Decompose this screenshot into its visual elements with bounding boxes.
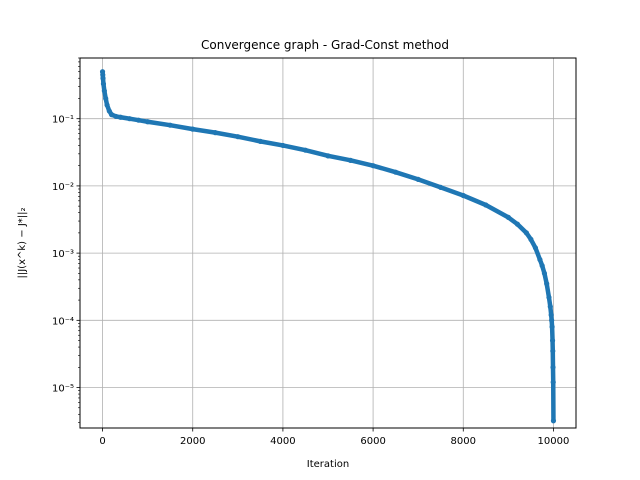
data-point — [539, 263, 545, 269]
grid — [80, 58, 576, 428]
data-point — [108, 112, 115, 118]
data-point — [127, 116, 133, 122]
data-point — [257, 138, 263, 144]
chart-title: Convergence graph - Grad-Const method — [201, 38, 449, 52]
data-point — [532, 245, 539, 251]
data-point — [549, 324, 555, 330]
data-point — [235, 134, 241, 140]
data-point — [460, 192, 466, 199]
data-point — [547, 304, 553, 310]
data-point — [550, 379, 556, 385]
x-axis-label: Iteration — [307, 459, 349, 470]
y-axis: 10⁻⁵ 10⁻⁴ 10⁻³ 10⁻² 10⁻¹ — [52, 57, 80, 423]
y-tick-label: 10⁻² — [52, 182, 74, 193]
data-point — [505, 214, 511, 220]
data-point — [280, 142, 286, 149]
y-tick-label: 10⁻⁵ — [52, 384, 74, 395]
plot-frame — [79, 57, 577, 429]
data-point — [544, 281, 550, 287]
data-point — [550, 348, 556, 354]
data-point — [528, 236, 534, 242]
x-tick-label: 0 — [99, 436, 105, 447]
data-point — [167, 122, 173, 128]
data-point — [541, 270, 548, 276]
data-point — [523, 230, 530, 236]
data-point — [103, 95, 109, 102]
data-point — [438, 184, 444, 191]
y-tick-label: 10⁻³ — [52, 249, 74, 260]
data-point — [190, 126, 196, 132]
data-point — [483, 202, 489, 208]
data-point — [548, 312, 554, 318]
data-point — [100, 75, 106, 81]
data-point — [546, 294, 552, 300]
data-point — [302, 147, 309, 153]
data-point — [549, 337, 556, 344]
data-point — [101, 88, 107, 94]
series-layer — [99, 69, 557, 424]
data-point — [537, 257, 543, 263]
y-tick-label: 10⁻¹ — [52, 115, 74, 126]
data-point — [549, 317, 555, 323]
x-axis: 0 2000 4000 6000 8000 10000 — [99, 428, 569, 447]
data-point — [550, 418, 557, 424]
data-point — [514, 221, 520, 227]
data-point — [104, 102, 110, 108]
y-axis-label: ||J(x^k) − J*||₂ — [17, 207, 28, 278]
x-tick-label: 6000 — [360, 436, 385, 447]
data-point — [212, 130, 218, 136]
data-point — [113, 113, 119, 120]
x-tick-label: 2000 — [180, 436, 205, 447]
x-tick-label: 8000 — [451, 436, 476, 447]
data-point — [325, 153, 331, 159]
data-point — [347, 157, 354, 163]
data-point — [550, 364, 556, 370]
y-tick-label: 10⁻⁴ — [52, 316, 74, 327]
data-point — [370, 163, 376, 169]
x-tick-label: 4000 — [270, 436, 295, 447]
data-point — [393, 169, 399, 175]
data-point — [415, 176, 421, 182]
data-point — [117, 114, 124, 120]
data-point — [100, 81, 107, 87]
x-tick-label: 10000 — [538, 436, 570, 447]
data-point — [136, 117, 142, 123]
data-point — [145, 119, 151, 125]
